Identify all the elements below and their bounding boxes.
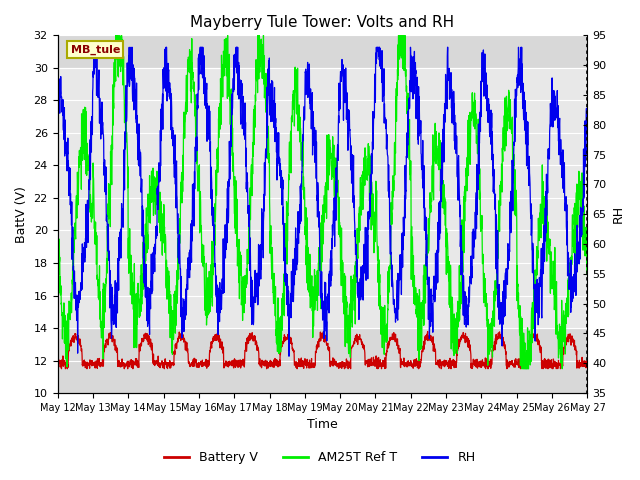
Y-axis label: BattV (V): BattV (V): [15, 186, 28, 243]
Title: Mayberry Tule Tower: Volts and RH: Mayberry Tule Tower: Volts and RH: [191, 15, 454, 30]
Text: MB_tule: MB_tule: [71, 44, 120, 55]
X-axis label: Time: Time: [307, 419, 338, 432]
Bar: [58, 68, 588, 328]
Y-axis label: RH: RH: [612, 205, 625, 223]
Legend: Battery V, AM25T Ref T, RH: Battery V, AM25T Ref T, RH: [159, 446, 481, 469]
